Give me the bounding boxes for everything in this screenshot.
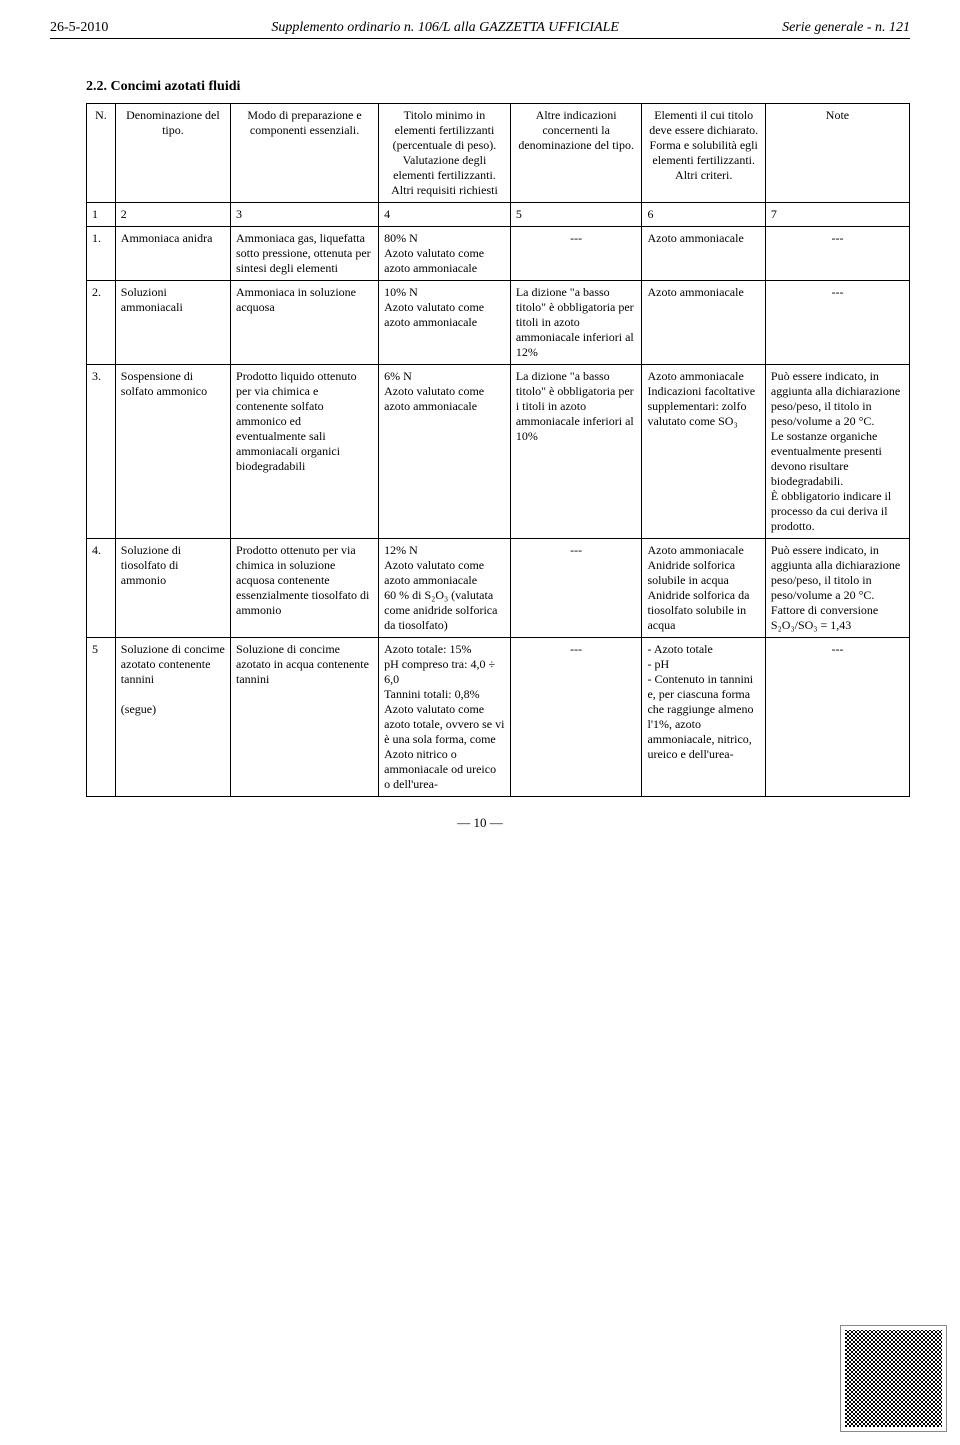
cell-alt: ---	[510, 539, 642, 638]
header-center: Supplemento ordinario n. 106/L alla GAZZ…	[271, 20, 619, 36]
col-header-den: Denominazione del tipo.	[115, 104, 230, 203]
cell-ele: - Azoto totale- pH- Contenuto in tannini…	[642, 638, 765, 797]
col-header-alt: Altre indicazioni concernenti la denomin…	[510, 104, 642, 203]
cell-n: 4.	[87, 539, 116, 638]
cell-note: ---	[765, 281, 909, 365]
table-row: 3. Sospensione di solfato ammonico Prodo…	[87, 365, 910, 539]
cell-n: 2.	[87, 281, 116, 365]
page-number: — 10 —	[50, 815, 910, 831]
cell-tit: Azoto totale: 15%pH compreso tra: 4,0 ÷ …	[379, 638, 511, 797]
cell-mod: Ammoniaca gas, liquefatta sotto pression…	[231, 227, 379, 281]
col-header-tit: Titolo minimo in elementi fertilizzanti …	[379, 104, 511, 203]
cell-mod: Ammoniaca in soluzione acquosa	[231, 281, 379, 365]
cell-den: Soluzioni ammoniacali	[115, 281, 230, 365]
colnum-3: 3	[231, 203, 379, 227]
colnum-5: 5	[510, 203, 642, 227]
col-header-ele: Elementi il cui titolo deve essere dichi…	[642, 104, 765, 203]
colnum-4: 4	[379, 203, 511, 227]
table-row: 2. Soluzioni ammoniacali Ammoniaca in so…	[87, 281, 910, 365]
colnum-1: 1	[87, 203, 116, 227]
cell-den: Soluzione di tiosolfato di ammonio	[115, 539, 230, 638]
header-right: Serie generale - n. 121	[782, 20, 910, 36]
col-header-n: N.	[87, 104, 116, 203]
table-row: 5 Soluzione di concime azotato contenent…	[87, 638, 910, 797]
cell-ele: Azoto ammoniacaleIndicazioni facoltative…	[642, 365, 765, 539]
table-header-row: N. Denominazione del tipo. Modo di prepa…	[87, 104, 910, 203]
section-title: 2.2. Concimi azotati fluidi	[86, 79, 910, 95]
col-header-note: Note	[765, 104, 909, 203]
header-date: 26-5-2010	[50, 20, 108, 36]
qr-code	[841, 1326, 946, 1431]
cell-n: 5	[87, 638, 116, 797]
cell-tit: 6% NAzoto valutato come azoto ammoniacal…	[379, 365, 511, 539]
col-header-mod: Modo di preparazione e componenti essenz…	[231, 104, 379, 203]
cell-alt: La dizione "a basso titolo" è obbligator…	[510, 281, 642, 365]
cell-alt: La dizione "a basso titolo" è obbligator…	[510, 365, 642, 539]
colnum-7: 7	[765, 203, 909, 227]
page-header: 26-5-2010 Supplemento ordinario n. 106/L…	[50, 20, 910, 39]
cell-tit: 80% NAzoto valutato come azoto ammoniaca…	[379, 227, 511, 281]
cell-mod: Prodotto ottenuto per via chimica in sol…	[231, 539, 379, 638]
cell-den: Ammoniaca anidra	[115, 227, 230, 281]
cell-mod: Soluzione di concime azotato in acqua co…	[231, 638, 379, 797]
table-row: 1. Ammoniaca anidra Ammoniaca gas, lique…	[87, 227, 910, 281]
cell-note: Può essere indicato, in aggiunta alla di…	[765, 539, 909, 638]
cell-ele: Azoto ammoniacaleAnidride solforica solu…	[642, 539, 765, 638]
cell-ele: Azoto ammoniacale	[642, 227, 765, 281]
cell-note: Può essere indicato, in aggiunta alla di…	[765, 365, 909, 539]
cell-tit: 10% NAzoto valutato come azoto ammoniaca…	[379, 281, 511, 365]
cell-n: 3.	[87, 365, 116, 539]
colnum-6: 6	[642, 203, 765, 227]
cell-tit: 12% NAzoto valutato come azoto ammoniaca…	[379, 539, 511, 638]
cell-ele: Azoto ammoniacale	[642, 281, 765, 365]
cell-alt: ---	[510, 227, 642, 281]
cell-mod: Prodotto liquido ottenuto per via chimic…	[231, 365, 379, 539]
cell-n: 1.	[87, 227, 116, 281]
fertilizer-table: N. Denominazione del tipo. Modo di prepa…	[86, 103, 910, 797]
cell-alt: ---	[510, 638, 642, 797]
cell-den: Soluzione di concime azotato contenente …	[115, 638, 230, 797]
cell-den: Sospensione di solfato ammonico	[115, 365, 230, 539]
table-colnum-row: 1 2 3 4 5 6 7	[87, 203, 910, 227]
cell-note: ---	[765, 227, 909, 281]
table-row: 4. Soluzione di tiosolfato di ammonio Pr…	[87, 539, 910, 638]
cell-note: ---	[765, 638, 909, 797]
colnum-2: 2	[115, 203, 230, 227]
